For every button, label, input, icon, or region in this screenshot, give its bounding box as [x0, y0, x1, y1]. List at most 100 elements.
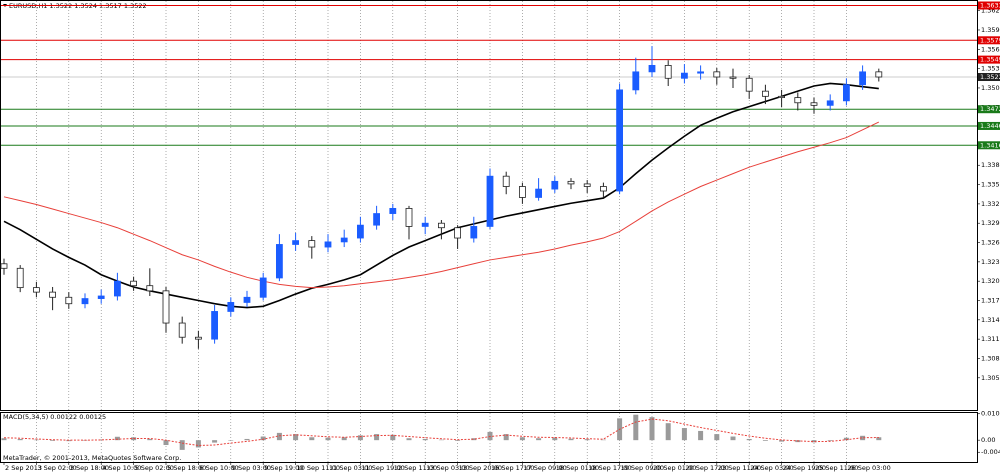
candle-body	[405, 207, 413, 227]
candle-body	[859, 71, 866, 86]
x-tick-label: 4 Sep 10:00	[102, 464, 141, 472]
x-tick-label: 26 Sep 03:00	[847, 464, 890, 472]
macd-bar	[860, 435, 866, 441]
macd-bar	[584, 439, 590, 441]
macd-bar	[293, 434, 299, 441]
macd-panel-frame	[0, 412, 978, 463]
level-label-box	[978, 36, 1000, 45]
macd-bar	[536, 438, 542, 441]
candle-body	[486, 175, 494, 227]
y-tick-label: 1.3235	[981, 258, 1000, 266]
candle-body	[778, 95, 785, 99]
macd-bar	[276, 432, 282, 441]
x-tick-label: 3 Sep 02:00	[37, 464, 76, 472]
macd-bar	[357, 435, 363, 441]
macd-bar	[228, 440, 234, 441]
y-tick-label: 1.3535	[981, 65, 1000, 73]
level-label-box	[978, 1, 1000, 10]
x-tick-label: 24 Sep 19:00	[783, 464, 826, 472]
candle-body	[713, 71, 721, 78]
candle-body	[114, 280, 121, 297]
x-tick-label: 18 Sep 01:00	[556, 464, 599, 472]
macd-bar	[649, 417, 655, 441]
x-tick-label: 9 Sep 19:00	[264, 464, 303, 472]
y-tick-label: 1.3145	[981, 316, 1000, 324]
macd-bar	[309, 437, 315, 441]
candle-body	[243, 296, 251, 303]
candle-body	[470, 226, 478, 239]
candle-body	[794, 97, 802, 104]
macd-bar	[325, 437, 331, 441]
macd-title: MACD(5,34,5) 0.00122 0.00125	[3, 413, 106, 421]
y-tick-label: 1.3055	[981, 374, 1000, 382]
macd-bar	[779, 440, 785, 442]
macd-y-tick-label: 0.0109	[981, 410, 1000, 418]
macd-bar	[50, 440, 56, 441]
macd-bar	[698, 430, 704, 441]
x-tick-label: 24 Sep 03:00	[750, 464, 793, 472]
x-tick-label: 5 Sep 18:00	[167, 464, 206, 472]
x-tick-label: 2 Sep 2013	[5, 464, 42, 472]
y-tick-label: 1.3175	[981, 297, 1000, 305]
x-tick-label: 13 Sep 20:00	[459, 464, 502, 472]
y-tick-label: 1.3115	[981, 335, 1000, 343]
last-price-label: 1.3522	[980, 73, 1000, 81]
moving-average	[3, 121, 880, 289]
x-tick-label: 6 Sep 10:00	[199, 464, 238, 472]
macd-bar	[519, 437, 525, 441]
y-tick-label: 1.3505	[981, 84, 1000, 92]
candle-body	[762, 90, 769, 97]
y-tick-label: 1.3265	[981, 239, 1000, 247]
x-tick-label: 10 Sep 11:00	[297, 464, 340, 472]
candle-body	[745, 77, 753, 92]
macd-bar	[600, 439, 606, 441]
macd-bar	[341, 437, 347, 441]
candle-body	[648, 65, 656, 73]
macd-bar	[114, 436, 120, 441]
macd-y-tick-label: 0.00	[981, 436, 995, 444]
macd-bar	[374, 434, 380, 441]
candle-body	[356, 224, 364, 239]
y-tick-label: 1.3595	[981, 26, 1000, 34]
macd-bar	[455, 440, 461, 441]
candle-body	[454, 227, 462, 239]
last-price-box	[978, 73, 1000, 82]
macd-bar	[406, 438, 412, 441]
macd-bar	[552, 437, 558, 441]
level-label: 1.3416	[980, 141, 1000, 149]
candle-body	[211, 311, 219, 340]
level-label: 1.3472	[980, 105, 1000, 113]
candle-body	[308, 240, 316, 248]
x-tick-label: 9 Sep 03:00	[232, 464, 271, 472]
candle-body	[33, 287, 40, 293]
macd-bar	[633, 414, 639, 441]
level-label-box	[978, 105, 1000, 114]
candle-body	[729, 76, 737, 79]
candle-body	[583, 183, 591, 187]
main-panel-frame	[0, 0, 978, 411]
candle-body	[324, 241, 332, 248]
x-tick-label: 13 Sep 03:00	[426, 464, 469, 472]
candle-body	[373, 213, 381, 226]
macd-signal	[3, 418, 879, 447]
candle-body	[340, 237, 348, 243]
candle-body	[227, 302, 235, 312]
candle-body	[65, 296, 73, 305]
macd-bar	[503, 434, 509, 441]
macd-bar	[260, 436, 266, 441]
level-label-box	[978, 141, 1000, 150]
level-label: 1.3549	[980, 56, 1000, 64]
candle-body	[697, 71, 704, 74]
macd-bar	[438, 439, 444, 441]
candle-body	[502, 175, 510, 187]
macd-bar	[843, 437, 849, 441]
candle-body	[681, 72, 688, 79]
macd-bar	[681, 428, 687, 441]
candle-body	[292, 240, 300, 245]
x-tick-label: 5 Sep 02:00	[135, 464, 174, 472]
y-tick-label: 1.3355	[981, 181, 1000, 189]
candle-body	[194, 336, 202, 340]
y-tick-label: 1.3625	[981, 7, 1000, 15]
